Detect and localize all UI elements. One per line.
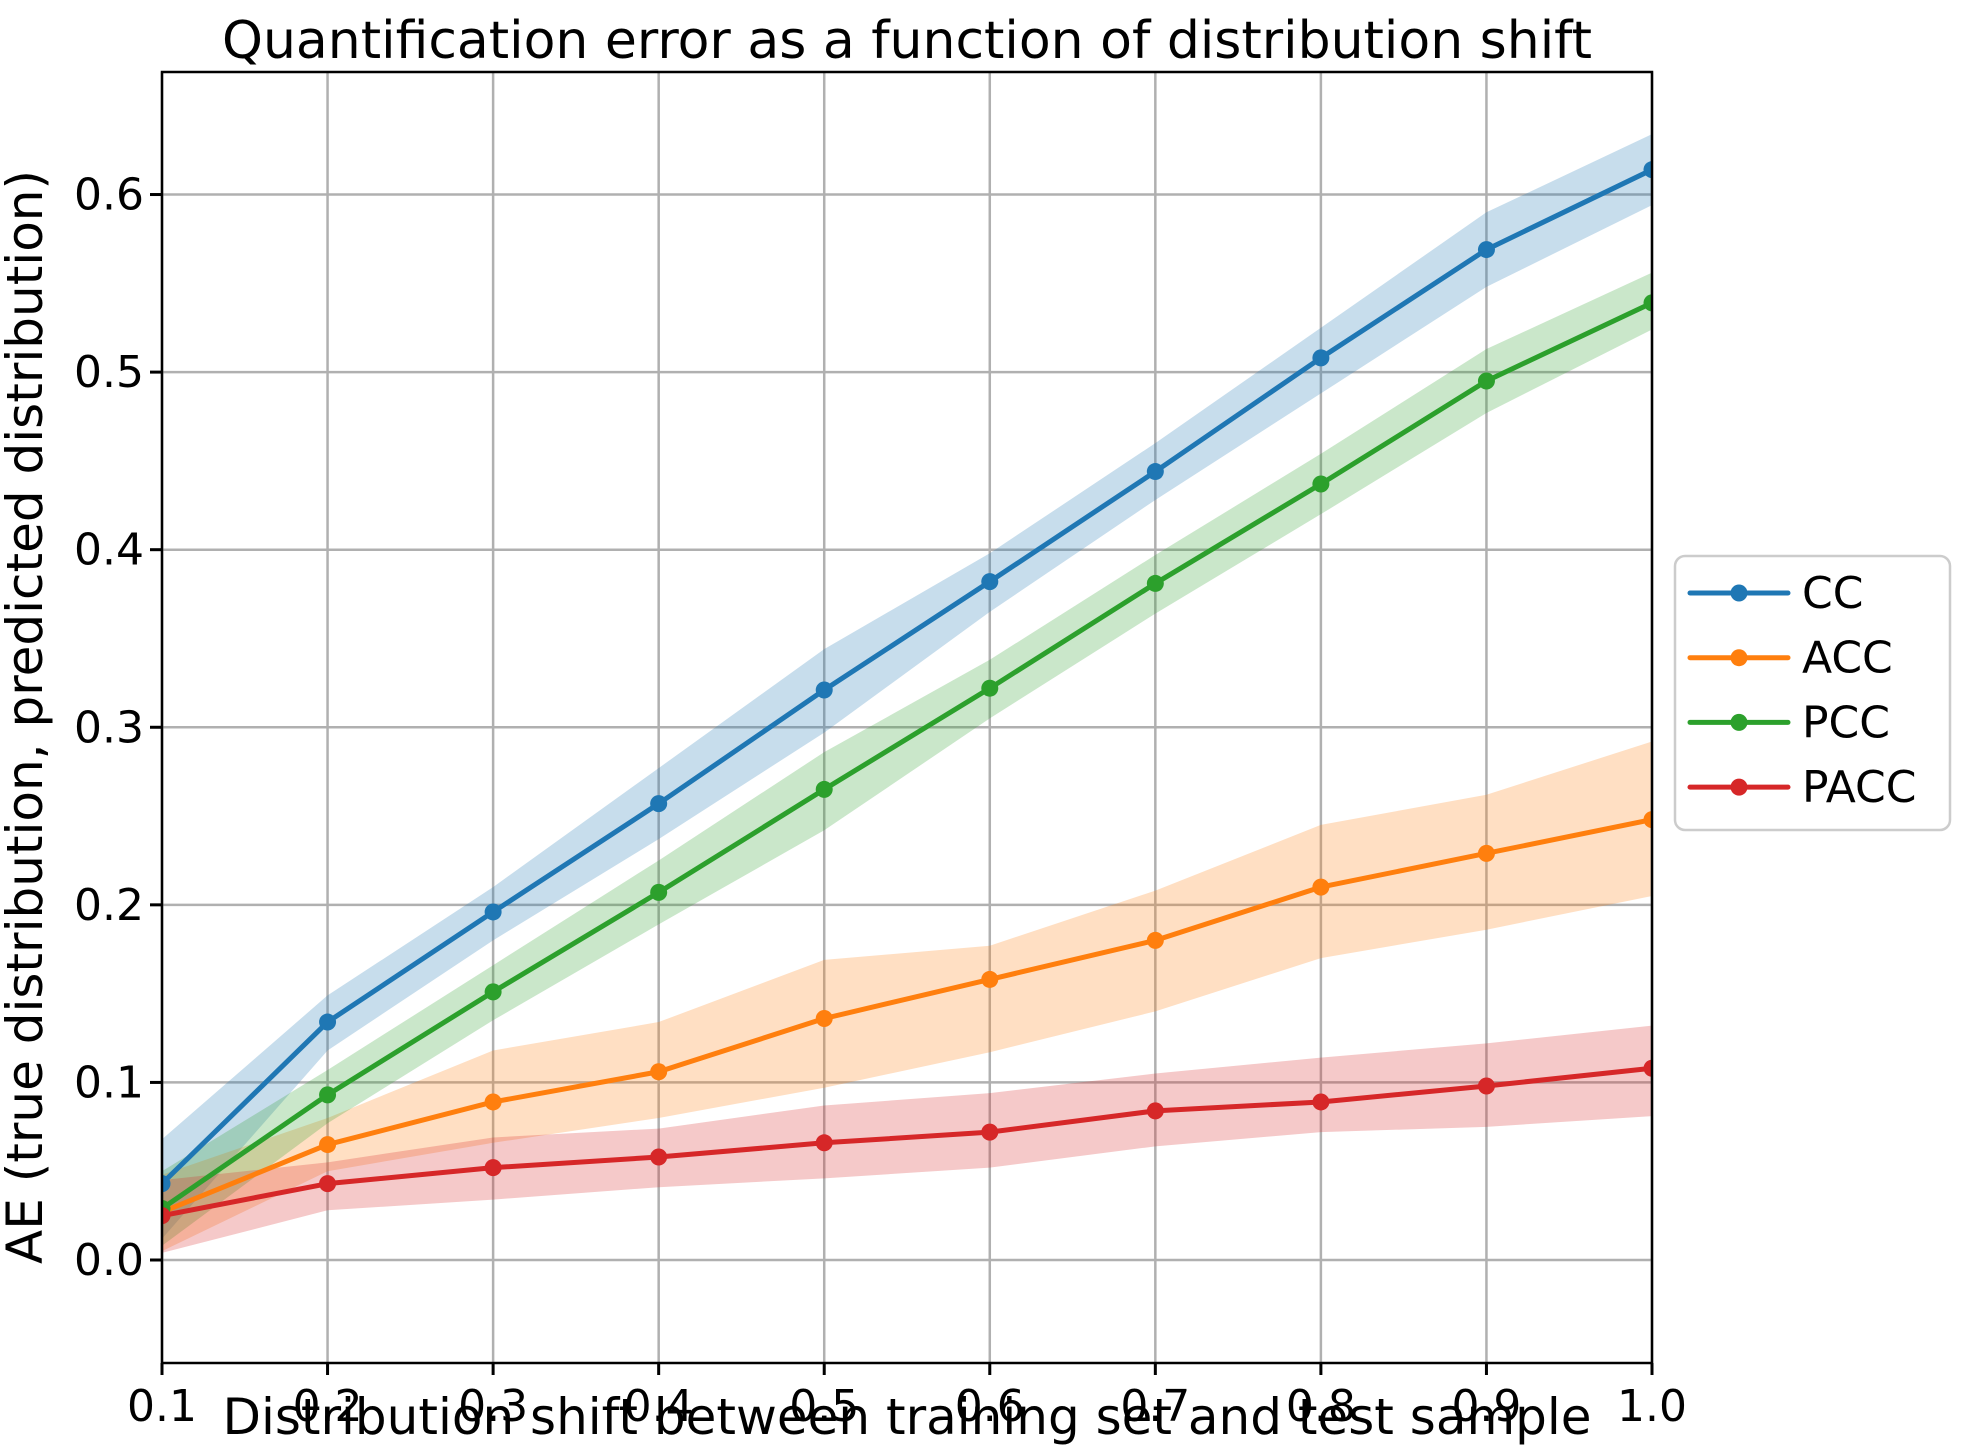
marker-cc-0.1	[162, 1175, 171, 1193]
marker-pcc-0.4	[650, 883, 668, 901]
marker-pacc-0.9	[1477, 1077, 1495, 1095]
marker-pcc-0.9	[1477, 372, 1495, 390]
series-line-pacc	[162, 1065, 1652, 1219]
marker-pacc-0.3	[484, 1159, 502, 1177]
series-line-cc	[162, 167, 1652, 1187]
marker-acc-0.2	[319, 1136, 337, 1154]
legend-entry-pcc: PCC	[1687, 697, 1890, 748]
legend-marker-cc	[1730, 584, 1748, 602]
marker-cc-0.6	[981, 573, 999, 591]
marker-pcc-0.7	[1146, 574, 1164, 592]
ticks	[150, 193, 1654, 1375]
marker-pacc-0.6	[981, 1123, 999, 1141]
y-tick-label-0.6: 0.6	[74, 170, 144, 221]
legend-entry-cc: CC	[1687, 568, 1863, 619]
axes-spines	[160, 70, 1654, 1365]
marker-pcc-0.3	[484, 983, 502, 1001]
legend-label-acc: ACC	[1802, 633, 1893, 684]
marker-pacc-0.4	[650, 1148, 668, 1166]
x-tick-label-1.0: 1.0	[1617, 1381, 1687, 1432]
confidence-band-acc	[162, 741, 1652, 1252]
x-tick-label-0.2: 0.2	[293, 1381, 363, 1432]
y-tick-label-0.1: 0.1	[74, 1057, 144, 1108]
legend-label-pacc: PACC	[1802, 762, 1917, 813]
series-line-acc	[162, 817, 1652, 1215]
data-layer	[162, 134, 1652, 1253]
marker-acc-0.7	[1146, 931, 1164, 949]
marker-pacc-0.5	[815, 1134, 833, 1152]
marker-cc-0.2	[319, 1013, 337, 1031]
x-tick-label-0.9: 0.9	[1451, 1381, 1521, 1432]
marker-cc-0.3	[484, 903, 502, 921]
marker-cc-0.5	[815, 681, 833, 699]
marker-cc-0.8	[1312, 349, 1330, 367]
y-tick-label-0.2: 0.2	[74, 880, 144, 931]
marker-acc-0.4	[650, 1063, 668, 1081]
marker-pacc-0.7	[1146, 1102, 1164, 1120]
legend-marker-pcc	[1730, 713, 1748, 731]
x-tick-label-0.7: 0.7	[1120, 1381, 1190, 1432]
chart-title: Quantification error as a function of di…	[222, 11, 1592, 71]
x-tick-label-0.4: 0.4	[624, 1381, 694, 1432]
legend: CC ACC PCC PACC	[1673, 554, 1952, 832]
legend-entry-acc: ACC	[1687, 633, 1893, 684]
legend-label-pcc: PCC	[1802, 697, 1890, 748]
marker-cc-1.0	[1643, 161, 1652, 179]
marker-pcc-1.0	[1643, 294, 1652, 312]
marker-pacc-0.1	[162, 1207, 171, 1225]
tick-labels: 0.1 0.2 0.3 0.4 0.5 0.6 0.7 0.8 0.9 1.0 0.0 0.1 0.2 0…	[74, 170, 1687, 1432]
y-tick-label-0.3: 0.3	[74, 702, 144, 753]
legend-box	[1673, 554, 1952, 832]
y-axis-label: AE (true distribution, predicted distrib…	[0, 170, 54, 1264]
confidence-band-cc	[162, 134, 1652, 1239]
marker-cc-0.4	[650, 795, 668, 813]
marker-pcc-0.5	[815, 780, 833, 798]
marker-pacc-0.8	[1312, 1093, 1330, 1111]
y-tick-label-0.5: 0.5	[74, 347, 144, 398]
x-tick-label-0.3: 0.3	[458, 1381, 528, 1432]
x-tick-label-0.8: 0.8	[1286, 1381, 1356, 1432]
marker-acc-0.3	[484, 1093, 502, 1111]
y-tick-label-0.4: 0.4	[74, 525, 144, 576]
marker-pacc-0.2	[319, 1175, 337, 1193]
plot-area	[162, 72, 1652, 1363]
legend-entry-pacc: PACC	[1687, 762, 1917, 813]
legend-marker-pacc	[1730, 778, 1748, 796]
marker-acc-0.9	[1477, 844, 1495, 862]
marker-pacc-1.0	[1643, 1059, 1652, 1077]
series-line-pcc	[162, 300, 1652, 1212]
marker-acc-1.0	[1643, 811, 1652, 829]
marker-acc-0.5	[815, 1009, 833, 1027]
x-tick-label-0.1: 0.1	[127, 1381, 197, 1432]
marker-cc-0.7	[1146, 463, 1164, 481]
x-tick-label-0.6: 0.6	[955, 1381, 1025, 1432]
marker-pcc-0.2	[319, 1086, 337, 1104]
x-axis-label: Distribution shift between training set …	[222, 1388, 1591, 1446]
legend-marker-acc	[1730, 649, 1748, 667]
marker-pcc-0.8	[1312, 475, 1330, 493]
marker-pcc-0.6	[981, 679, 999, 697]
marker-cc-0.9	[1477, 241, 1495, 259]
y-tick-label-0.0: 0.0	[74, 1235, 144, 1286]
legend-label-cc: CC	[1802, 568, 1863, 619]
x-tick-label-0.5: 0.5	[789, 1381, 859, 1432]
confidence-band-pcc	[162, 272, 1652, 1246]
marker-acc-0.6	[981, 970, 999, 988]
marker-acc-0.8	[1312, 878, 1330, 896]
